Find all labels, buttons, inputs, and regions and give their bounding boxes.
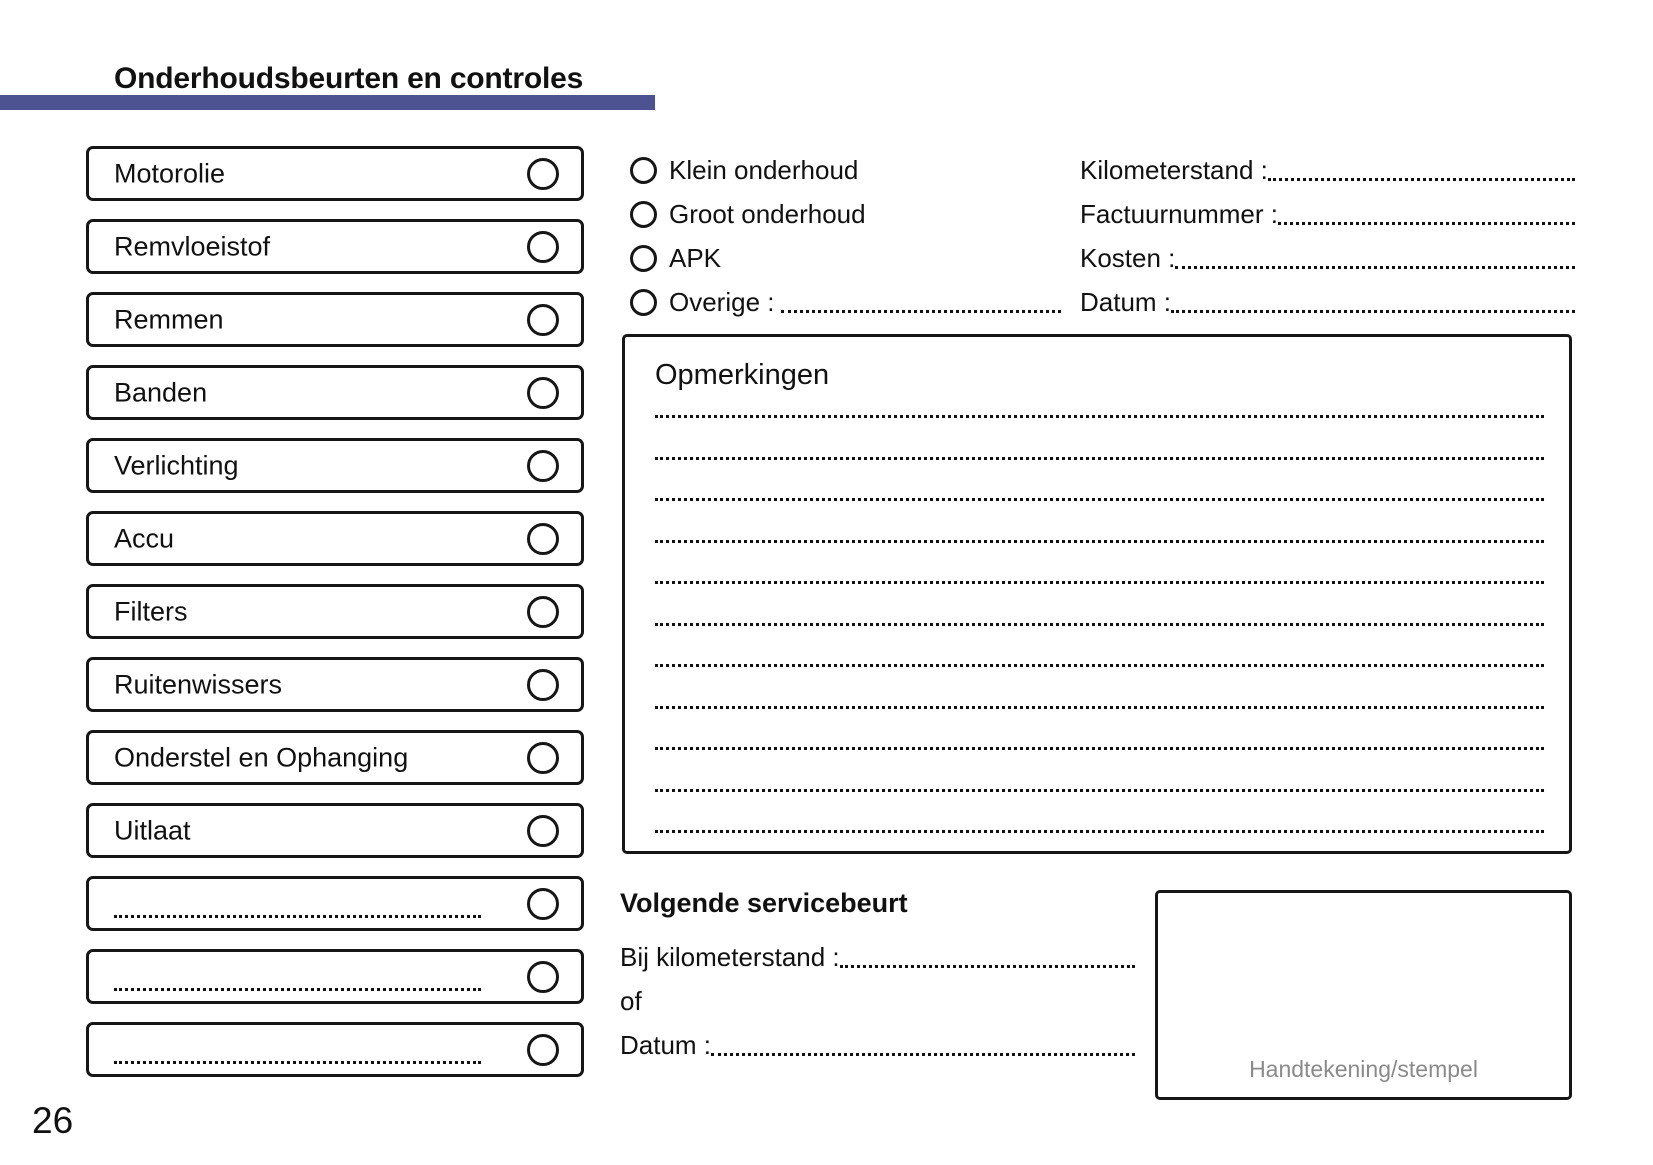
checklist-item-label: Accu bbox=[114, 523, 175, 553]
radio-circle-icon[interactable] bbox=[630, 200, 657, 228]
service-type-option[interactable]: APK bbox=[630, 236, 1070, 280]
page-title: Onderhoudsbeurten en controles bbox=[114, 62, 584, 95]
service-type-option[interactable]: Klein onderhoud bbox=[630, 148, 1070, 192]
checklist-checkbox-circle[interactable] bbox=[527, 960, 559, 993]
remarks-line[interactable] bbox=[655, 830, 1544, 833]
service-type-label: APK bbox=[669, 243, 722, 273]
service-type-option[interactable]: Groot onderhoud bbox=[630, 192, 1070, 236]
detail-field-row[interactable]: Kilometerstand : bbox=[1080, 148, 1575, 192]
remarks-line[interactable] bbox=[655, 747, 1544, 750]
next-service-date-label: Datum : bbox=[620, 1030, 712, 1060]
detail-field-label: Datum : bbox=[1080, 287, 1172, 317]
signature-caption: Handtekening/stempel bbox=[1249, 1056, 1478, 1082]
checklist-item-label: Onderstel en Ophanging bbox=[114, 742, 409, 772]
checklist-row[interactable]: Accu bbox=[86, 511, 584, 566]
radio-circle-icon[interactable] bbox=[630, 288, 657, 316]
checklist-row[interactable]: Filters bbox=[86, 584, 584, 639]
remarks-write-lines[interactable] bbox=[655, 415, 1544, 833]
checklist-custom-input[interactable] bbox=[114, 915, 481, 918]
checklist-checkbox-circle[interactable] bbox=[527, 741, 559, 774]
checklist-item-label: Remmen bbox=[114, 304, 224, 334]
checklist-row[interactable]: Banden bbox=[86, 365, 584, 420]
checklist-custom-input[interactable] bbox=[114, 988, 481, 991]
checklist-checkbox-circle[interactable] bbox=[527, 595, 559, 628]
service-type-label: Klein onderhoud bbox=[669, 155, 859, 185]
checklist-row[interactable]: Ruitenwissers bbox=[86, 657, 584, 712]
radio-circle-icon[interactable] bbox=[630, 244, 657, 272]
service-type-options: Klein onderhoud Groot onderhoud APK Overige… bbox=[630, 148, 1070, 324]
checklist-item-label: Filters bbox=[114, 596, 188, 626]
checklist-checkbox-circle[interactable] bbox=[527, 230, 559, 263]
checklist-checkbox-circle[interactable] bbox=[527, 303, 559, 336]
checklist-checkbox-circle[interactable] bbox=[527, 668, 559, 701]
remarks-line[interactable] bbox=[655, 788, 1544, 792]
checklist-item-label: Verlichting bbox=[114, 450, 239, 480]
next-service-or-label: of bbox=[620, 986, 642, 1016]
checklist-row[interactable] bbox=[86, 949, 584, 1004]
detail-field-input[interactable] bbox=[1277, 221, 1575, 225]
service-type-label: Groot onderhoud bbox=[669, 199, 866, 229]
inspection-checklist: Motorolie Remvloeistof Remmen Banden Verlich… bbox=[86, 146, 584, 1095]
checklist-item-label: Uitlaat bbox=[114, 815, 191, 845]
detail-field-input[interactable] bbox=[1267, 177, 1575, 181]
remarks-line[interactable] bbox=[655, 539, 1544, 543]
checklist-row[interactable]: Verlichting bbox=[86, 438, 584, 493]
checklist-row[interactable]: Remmen bbox=[86, 292, 584, 347]
remarks-line[interactable] bbox=[655, 456, 1544, 460]
service-type-other-input[interactable] bbox=[780, 309, 1061, 313]
remarks-line[interactable] bbox=[655, 622, 1544, 626]
detail-field-input[interactable] bbox=[1171, 309, 1575, 313]
checklist-checkbox-circle[interactable] bbox=[527, 887, 559, 920]
next-service-km-label: Bij kilometerstand : bbox=[620, 942, 840, 972]
remarks-box[interactable]: Opmerkingen bbox=[622, 334, 1572, 854]
next-service-km-input[interactable] bbox=[839, 964, 1135, 968]
remarks-line[interactable] bbox=[655, 581, 1544, 584]
detail-field-input[interactable] bbox=[1175, 265, 1575, 269]
service-detail-fields: Kilometerstand : Factuurnummer : Kosten : D… bbox=[1080, 148, 1575, 324]
remarks-line[interactable] bbox=[655, 415, 1544, 418]
checklist-checkbox-circle[interactable] bbox=[527, 157, 559, 190]
remarks-line[interactable] bbox=[655, 705, 1544, 709]
page-number: 26 bbox=[32, 1100, 74, 1141]
signature-stamp-box[interactable]: Handtekening/stempel bbox=[1155, 890, 1572, 1100]
next-service-or-row: of bbox=[620, 979, 1135, 1023]
next-service-date-row[interactable]: Datum : bbox=[620, 1023, 1135, 1067]
next-service-section: Volgende servicebeurt Bij kilometerstand… bbox=[620, 888, 1135, 1067]
checklist-row[interactable]: Remvloeistof bbox=[86, 219, 584, 274]
radio-circle-icon[interactable] bbox=[630, 156, 657, 184]
checklist-row[interactable] bbox=[86, 876, 584, 931]
checklist-item-label: Banden bbox=[114, 377, 208, 407]
checklist-item-label: Remvloeistof bbox=[114, 231, 271, 261]
checklist-checkbox-circle[interactable] bbox=[527, 449, 559, 482]
service-type-label: Overige : bbox=[669, 287, 775, 317]
detail-field-label: Kosten : bbox=[1080, 243, 1176, 273]
checklist-checkbox-circle[interactable] bbox=[527, 522, 559, 555]
checklist-item-label: Motorolie bbox=[114, 158, 226, 188]
checklist-custom-input[interactable] bbox=[114, 1061, 481, 1064]
detail-field-label: Kilometerstand : bbox=[1080, 155, 1268, 185]
remarks-title: Opmerkingen bbox=[655, 359, 830, 391]
remarks-line[interactable] bbox=[655, 498, 1544, 501]
next-service-km-row[interactable]: Bij kilometerstand : bbox=[620, 935, 1135, 979]
checklist-row[interactable]: Motorolie bbox=[86, 146, 584, 201]
checklist-row[interactable]: Onderstel en Ophanging bbox=[86, 730, 584, 785]
detail-field-label: Factuurnummer : bbox=[1080, 199, 1278, 229]
checklist-item-label: Ruitenwissers bbox=[114, 669, 283, 699]
title-underline-rule bbox=[0, 95, 655, 110]
detail-field-row[interactable]: Datum : bbox=[1080, 280, 1575, 324]
detail-field-row[interactable]: Factuurnummer : bbox=[1080, 192, 1575, 236]
service-type-option[interactable]: Overige : bbox=[630, 280, 1070, 324]
next-service-title: Volgende servicebeurt bbox=[620, 888, 908, 918]
checklist-checkbox-circle[interactable] bbox=[527, 814, 559, 847]
detail-field-row[interactable]: Kosten : bbox=[1080, 236, 1575, 280]
next-service-date-input[interactable] bbox=[711, 1052, 1135, 1056]
checklist-checkbox-circle[interactable] bbox=[527, 376, 559, 409]
checklist-checkbox-circle[interactable] bbox=[527, 1033, 559, 1066]
checklist-row[interactable]: Uitlaat bbox=[86, 803, 584, 858]
checklist-row[interactable] bbox=[86, 1022, 584, 1077]
remarks-line[interactable] bbox=[655, 664, 1544, 667]
